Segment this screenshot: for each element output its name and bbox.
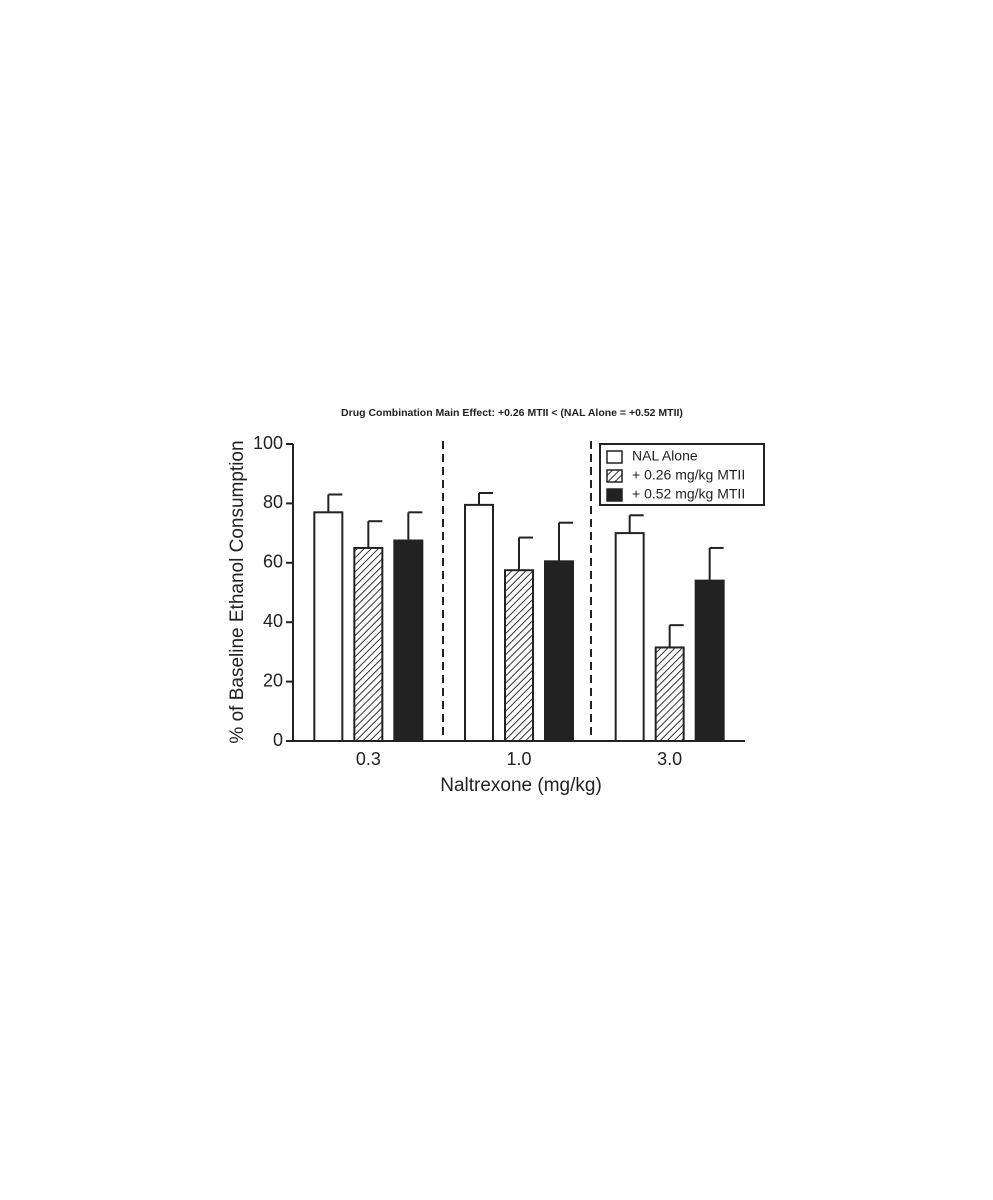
legend-box [599,443,765,506]
bar [694,579,725,742]
y-tick-label: 60 [263,552,283,572]
legend-swatch [606,469,623,483]
bar [504,569,534,742]
bar [353,546,384,743]
legend-label: + 0.26 mg/kg MTII [632,467,745,483]
legend-swatch [606,488,623,502]
x-tick-label: 3.0 [657,749,682,769]
legend-label: + 0.52 mg/kg MTII [632,486,745,502]
legend-swatch [606,450,623,464]
bar [313,511,344,742]
legend-label: NAL Alone [632,448,698,464]
chart-title: Drug Combination Main Effect: +0.26 MTII… [341,407,683,419]
y-tick-label: 80 [263,492,283,512]
bar [464,503,494,743]
y-axis-label: % of Baseline Ethanol Consumption [227,440,248,743]
bar [544,560,574,742]
bar [654,646,685,743]
bar [614,532,645,742]
y-tick-label: 40 [263,611,283,631]
y-tick-label: 20 [263,670,283,690]
x-axis-label: Naltrexone (mg/kg) [440,775,602,796]
y-tick-label: 0 [273,730,283,750]
x-tick-label: 0.3 [356,749,381,769]
bar [393,539,424,743]
y-tick-label: 100 [253,433,283,453]
x-tick-label: 1.0 [506,749,531,769]
